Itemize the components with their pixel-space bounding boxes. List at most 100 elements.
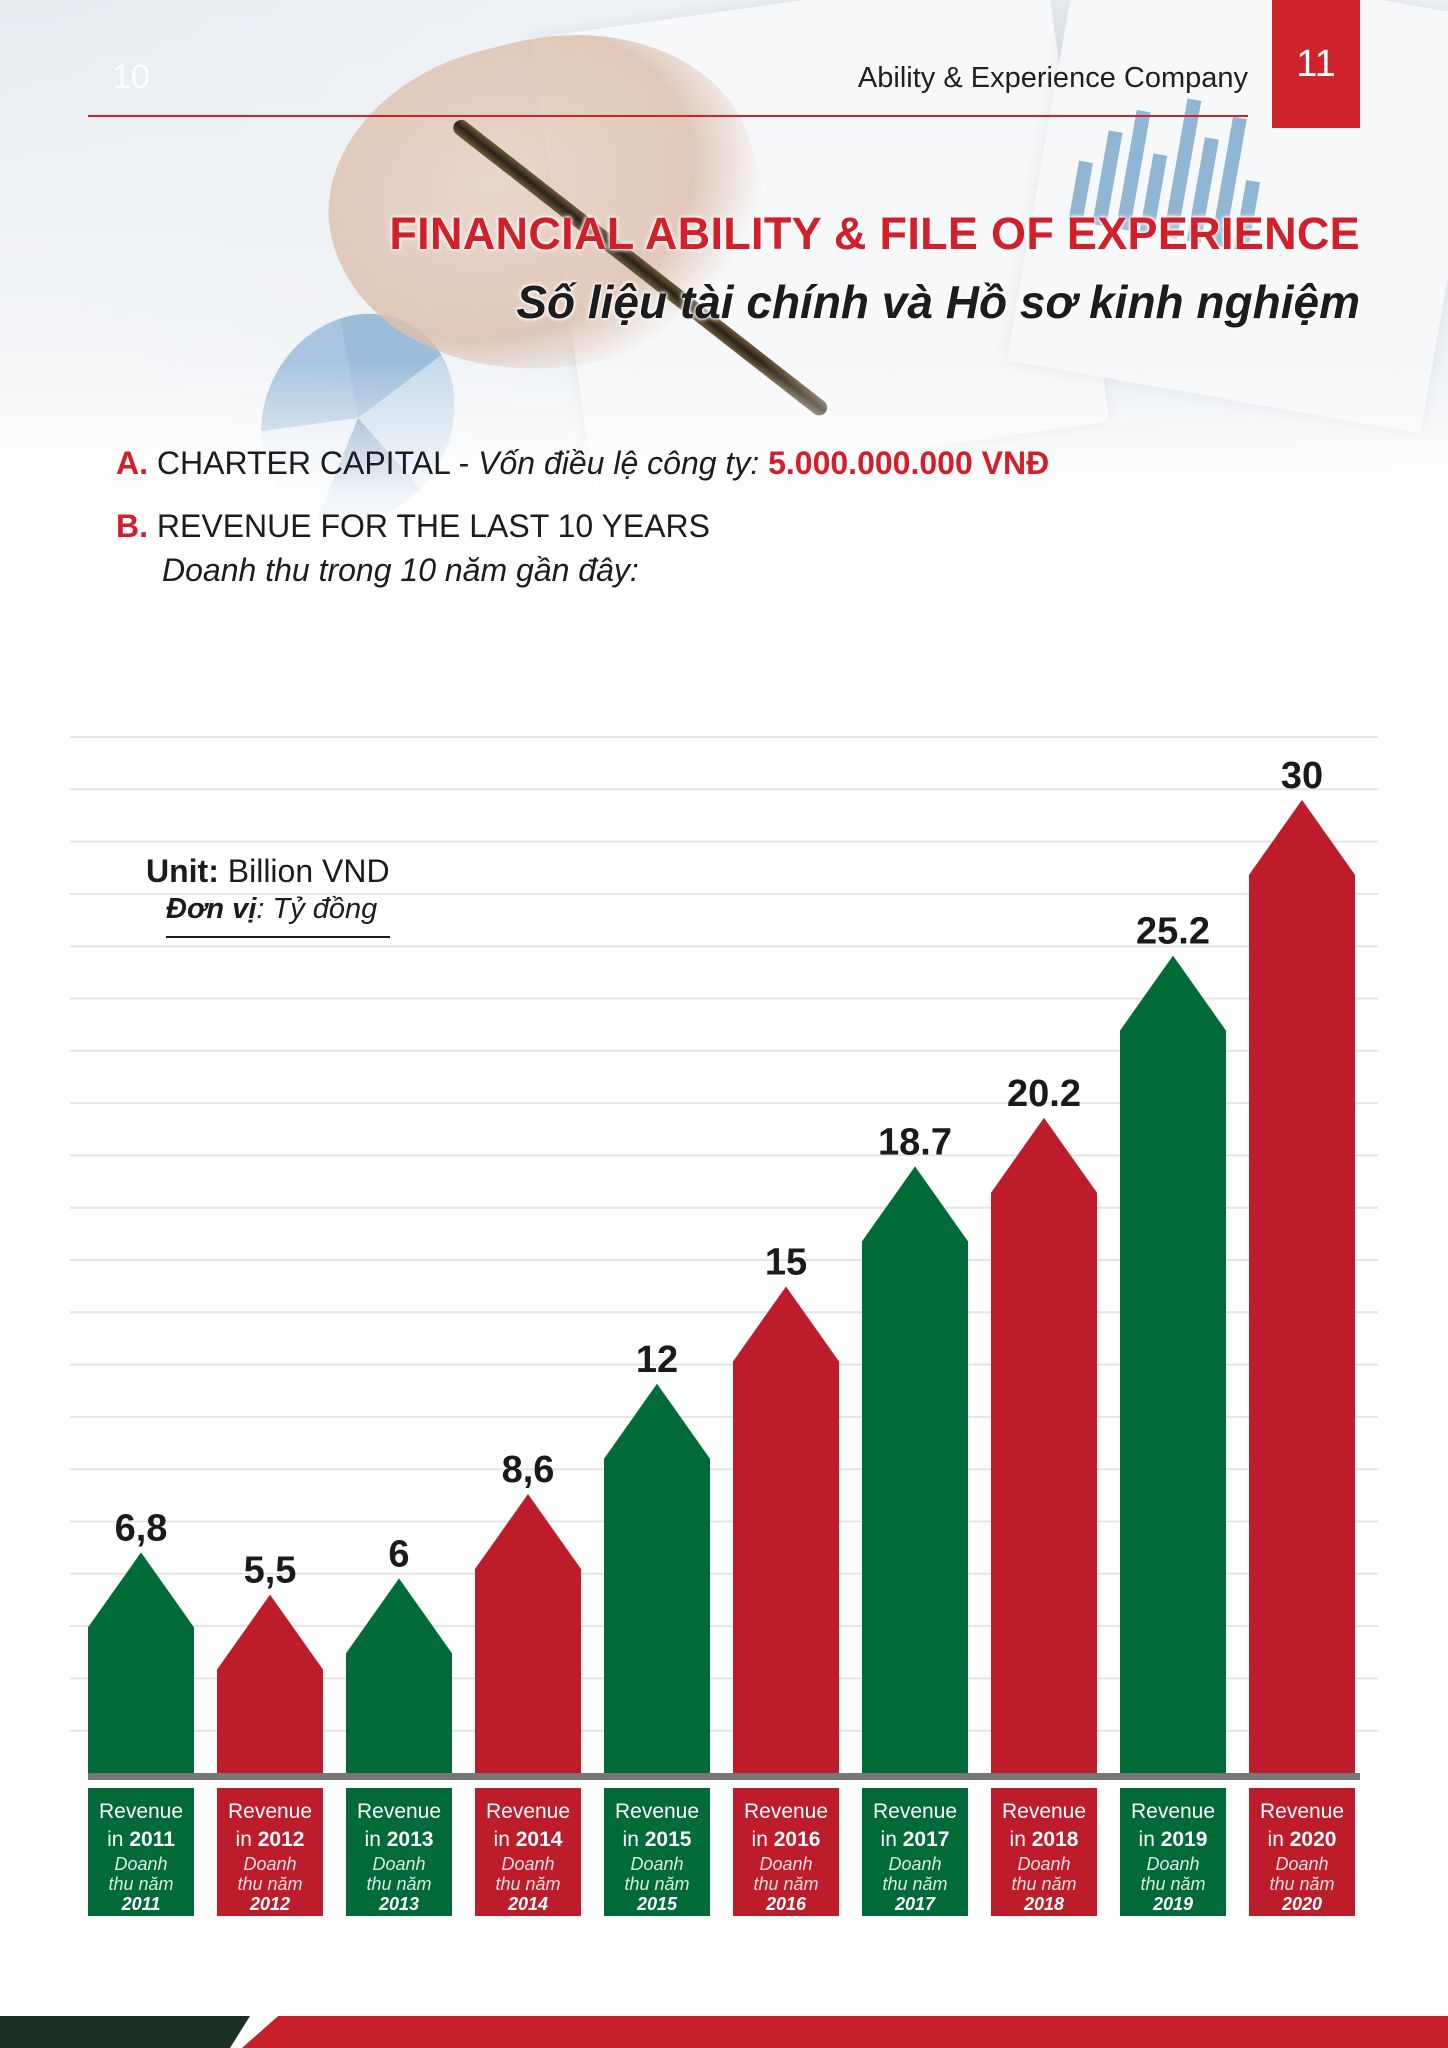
charter-capital-line: A. CHARTER CAPITAL - Vốn điều lệ công ty… [116,445,1049,482]
category-box-2019 [1120,1788,1226,1916]
category-label-2012: Revenue [228,1800,312,1823]
page-title: FINANCIAL ABILITY & FILE OF EXPERIENCE [389,208,1360,259]
bar-series: 6,8 5,5 6 8,6 12 15 18.7 20.2 25.2 30 [88,755,1355,1773]
value-label-2016: 15 [765,1241,807,1283]
charter-capital-label: CHARTER CAPITAL [156,445,450,481]
bar-2019 [1120,955,1226,1773]
category-label-2018: Revenue [1002,1800,1086,1823]
category-year-2016: in 2016 [752,1828,821,1851]
category-vi-label-2017: Doanh [888,1854,941,1874]
charter-capital-separator: - [449,445,479,481]
category-label-2013: Revenue [357,1800,441,1823]
category-label-2015: Revenue [615,1800,699,1823]
category-vi-label-2013: Doanh [372,1854,425,1874]
value-label-2012: 5,5 [244,1550,297,1592]
category-vi-label-2020: thu năm [1269,1874,1334,1894]
page-number-left: 10 [112,58,150,96]
bar-2018 [991,1117,1097,1773]
category-vi-label-2014: Doanh [501,1854,554,1874]
value-label-2015: 12 [636,1339,678,1381]
category-box-2011 [88,1788,194,1916]
category-year-2018: in 2018 [1010,1828,1079,1851]
category-vi-label-2019: thu năm [1140,1874,1205,1894]
bar-2015 [604,1383,710,1773]
unit-legend: Unit: Billion VND Đơn vị: Tỷ đồng [146,853,390,938]
footer-band-dark [0,2016,250,2048]
category-year-2014: in 2014 [494,1828,563,1851]
value-label-2019: 25.2 [1136,911,1210,953]
category-vi-label-2014: thu năm [495,1874,560,1894]
category-year-2020: in 2020 [1268,1828,1337,1851]
revenue-heading: B. REVENUE FOR THE LAST 10 YEARS [116,508,710,545]
category-vi-label-2012: Doanh [243,1854,296,1874]
category-vi-year-2015: 2015 [636,1894,678,1914]
category-vi-year-2013: 2013 [378,1894,419,1914]
category-box-2014 [475,1788,581,1916]
category-vi-label-2015: Doanh [630,1854,683,1874]
bar-2016 [733,1286,839,1773]
category-vi-year-2016: 2016 [765,1894,807,1914]
page-subtitle: Số liệu tài chính và Hồ sơ kinh nghiệm [516,276,1360,328]
category-vi-label-2016: thu năm [753,1874,818,1894]
value-label-2013: 6 [388,1533,409,1575]
category-vi-year-2011: 2011 [121,1894,161,1914]
category-vi-label-2020: Doanh [1275,1854,1328,1874]
bar-2011 [88,1552,194,1773]
category-label-2011: Revenue [99,1800,183,1823]
charter-capital-value: 5.000.000.000 VNĐ [768,445,1050,481]
section-marker-b: B. [116,508,148,544]
category-label-2016: Revenue [744,1800,828,1823]
category-box-2012 [217,1788,323,1916]
unit-label: Unit: Billion VND [146,853,390,889]
value-label-2017: 18.7 [878,1121,952,1163]
category-year-2012: in 2012 [236,1828,305,1851]
category-vi-label-2016: Doanh [759,1854,812,1874]
bar-2020 [1249,799,1355,1773]
revenue-heading-label: REVENUE FOR THE LAST 10 YEARS [156,508,710,544]
category-vi-label-2017: thu năm [882,1874,947,1894]
category-year-2015: in 2015 [623,1828,692,1851]
category-box-2020 [1249,1788,1355,1916]
category-box-2013 [346,1788,452,1916]
footer-band-red [242,2016,1448,2048]
category-vi-label-2013: thu năm [366,1874,431,1894]
bar-2012 [217,1594,323,1773]
section-marker-a: A. [116,445,148,481]
value-label-2018: 20.2 [1007,1073,1081,1115]
category-label-2020: Revenue [1260,1800,1344,1823]
category-box-2015 [604,1788,710,1916]
value-label-2014: 8,6 [502,1449,555,1491]
header-divider [88,115,1248,117]
category-vi-year-2018: 2018 [1023,1894,1064,1914]
category-vi-label-2019: Doanh [1146,1854,1199,1874]
category-vi-label-2018: Doanh [1017,1854,1070,1874]
category-vi-year-2020: 2020 [1281,1894,1322,1914]
value-label-2011: 6,8 [115,1507,168,1549]
bar-2014 [475,1494,581,1773]
category-label-2017: Revenue [873,1800,957,1823]
bar-2017 [862,1166,968,1773]
category-box-2018 [991,1788,1097,1916]
value-label-2020: 30 [1281,755,1323,797]
category-vi-year-2014: 2014 [507,1894,548,1914]
category-label-2019: Revenue [1131,1800,1215,1823]
category-vi-year-2012: 2012 [249,1894,290,1914]
page-number-right: 11 [1296,42,1336,85]
charter-capital-vi-label: Vốn điều lệ công ty: [478,445,760,481]
revenue-heading-vi: Doanh thu trong 10 năm gần đây: [162,552,639,588]
photo-fade [0,360,1448,580]
category-year-2019: in 2019 [1139,1828,1208,1851]
chart-baseline [88,1773,1360,1780]
category-box-2017 [862,1788,968,1916]
category-vi-label-2018: thu năm [1011,1874,1076,1894]
category-year-2011: in 2011 [107,1828,175,1851]
category-year-2017: in 2017 [881,1828,950,1851]
category-vi-year-2019: 2019 [1152,1894,1193,1914]
category-vi-label-2015: thu năm [624,1874,689,1894]
unit-vi-label: Đơn vị: Tỷ đồng [166,893,377,925]
revenue-chart: Unit: Billion VND Đơn vị: Tỷ đồng 6,8 5,5… [70,736,1378,1916]
bar-2013 [346,1578,452,1773]
category-year-2013: in 2013 [365,1828,434,1851]
category-vi-label-2012: thu năm [237,1874,302,1894]
